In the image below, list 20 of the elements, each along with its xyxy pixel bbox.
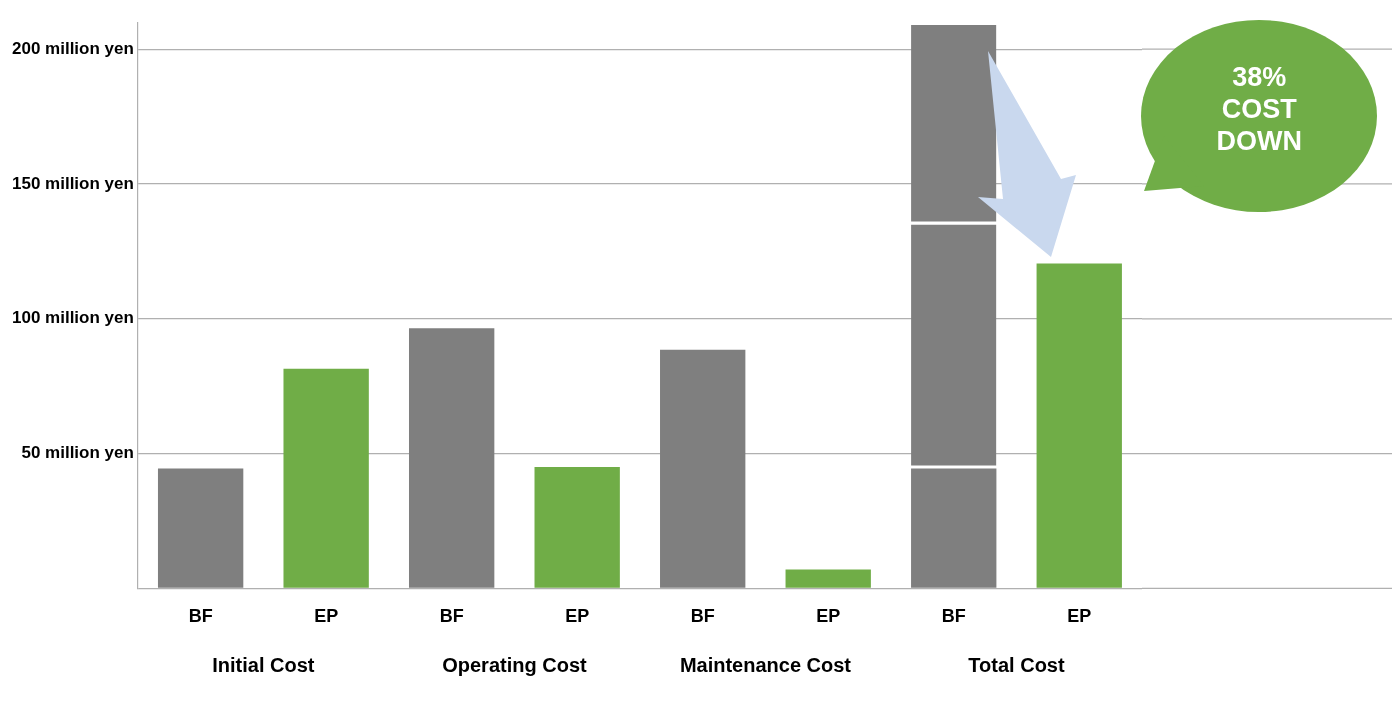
x-tick-label: EP	[565, 606, 590, 627]
x-tick-label: EP	[816, 606, 841, 627]
y-tick-label: 150 million yen	[11, 173, 134, 193]
x-tick-label: BF	[941, 606, 966, 627]
text: Operating Cost	[442, 653, 587, 676]
x-tick-label: BF	[188, 606, 213, 627]
x-tick-label: EP	[314, 606, 339, 627]
bar	[283, 368, 369, 588]
text: Maintenance Cost	[679, 653, 852, 676]
y-tick-label: 50 million yen	[21, 443, 134, 463]
bar	[1036, 263, 1122, 588]
x-tick-label: BF	[690, 606, 715, 627]
x-tick-label: EP	[1067, 606, 1092, 627]
y-tick-label: 100 million yen	[11, 308, 134, 328]
bar	[534, 467, 620, 588]
x-tick-label: BF	[439, 606, 464, 627]
bar	[785, 569, 871, 588]
y-tick-label: 200 million yen	[11, 38, 134, 58]
text: Total Cost	[968, 653, 1065, 676]
text: Initial Cost	[212, 653, 315, 676]
